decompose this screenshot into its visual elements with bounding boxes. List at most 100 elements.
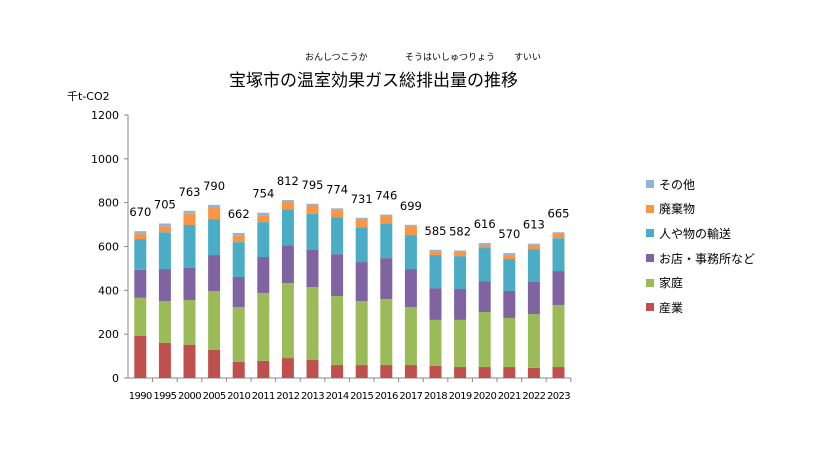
total-label-2015: 731 [351,192,373,206]
legend: その他廃棄物 人や物の輸送お店・事務所など 家庭産業 [646,172,755,320]
bar-segment-2015-0 [355,365,368,378]
bar-segment-2014-0 [331,365,344,378]
y-tick-label: 1000 [91,153,119,166]
total-label-2010: 662 [228,207,250,221]
total-label-1990: 670 [129,205,151,219]
bar-segment-2016-2 [380,258,393,300]
bar-segment-2018-0 [429,365,442,378]
bar-segment-2021-4 [503,255,516,259]
legend-item: 産業 [646,295,755,320]
bar-segment-2005-2 [208,255,221,291]
bar-segment-2000-1 [183,299,196,345]
bar-segment-2019-0 [454,367,467,378]
bar-segment-2010-1 [232,306,245,363]
total-label-2020: 616 [474,217,496,231]
legend-swatch [646,180,654,189]
bar-segment-2022-0 [527,367,540,378]
x-tick-label-2016: 2016 [375,391,398,402]
bar-segment-2017-0 [404,365,417,378]
bar-segment-2019-1 [454,319,467,368]
bar-segment-2005-4 [208,207,221,220]
bar-segment-2011-3 [257,222,270,258]
x-tick-label-2011: 2011 [252,391,275,402]
bar-segment-2012-1 [281,283,294,359]
legend-swatch [646,303,654,312]
bar-segment-2017-4 [404,226,417,236]
bar-segment-1990-3 [134,239,147,270]
total-label-2012: 812 [277,174,299,188]
bar-segment-2013-5 [306,203,319,206]
legend-item: お店・事務所など [646,246,755,271]
y-tick-label: 400 [98,284,119,297]
bar-segment-2005-5 [208,204,221,208]
x-tick-label-2021: 2021 [498,391,521,402]
y-tick-label: 0 [112,372,119,385]
bar-segment-1990-4 [134,233,147,240]
bar-segment-1995-2 [158,269,171,302]
legend-item: 廃棄物 [646,197,755,222]
legend-label: 家庭 [659,276,684,291]
bar-segment-2021-3 [503,258,516,291]
bar-segment-2000-5 [183,210,196,214]
total-label-2016: 746 [375,189,397,203]
bar-segment-2000-4 [183,213,196,226]
legend-swatch [646,229,654,238]
bar-segment-2020-0 [478,367,491,378]
bar-segment-2023-2 [552,271,565,306]
y-tick-label: 800 [98,197,119,210]
total-label-2019: 582 [449,224,471,238]
bar-segment-2011-4 [257,215,270,223]
y-tick-label: 1200 [91,109,119,122]
bar-segment-2000-0 [183,344,196,378]
x-tick-label-2000: 2000 [178,391,201,402]
bar-segment-2021-1 [503,317,516,368]
x-tick-label-2010: 2010 [227,391,250,402]
bar-segment-2013-0 [306,360,319,378]
bar-segment-2010-0 [232,362,245,378]
legend-label: その他 [659,177,696,192]
bar-segment-2016-1 [380,299,393,366]
title-ruby-3: すいい [514,53,542,63]
bar-segment-2014-4 [331,210,344,218]
total-label-2021: 570 [498,227,520,241]
bar-segment-2022-4 [527,244,540,250]
bar-segment-2023-5 [552,232,565,235]
bar-segment-2020-2 [478,281,491,313]
x-tick-label-2013: 2013 [301,391,324,402]
bar-segment-2018-3 [429,255,442,289]
bar-segment-2013-1 [306,287,319,361]
bar-segment-2012-4 [281,201,294,210]
bar-segment-2020-5 [478,242,491,245]
bar-segment-2013-4 [306,205,319,214]
bar-segment-2022-1 [527,314,540,368]
x-tick-label-2014: 2014 [326,391,349,402]
x-tick-label-1995: 1995 [153,391,176,402]
bar-segment-2022-5 [527,243,540,245]
bar-segment-2019-4 [454,251,467,257]
bar-segment-2012-0 [281,358,294,378]
bar-segment-2019-3 [454,256,467,290]
bar-segment-1995-0 [158,342,171,378]
x-tick-label-2018: 2018 [424,391,447,402]
total-label-2013: 795 [302,178,324,192]
bar-segment-2010-2 [232,276,245,307]
legend-swatch [646,278,654,287]
legend-label: お店・事務所など [659,251,756,266]
bar-segment-2023-1 [552,305,565,368]
bar-segment-2014-5 [331,208,344,211]
total-label-1995: 705 [154,197,176,211]
legend-swatch [646,254,654,263]
legend-item: 人や物の輸送 [646,221,755,246]
bar-segment-2021-0 [503,367,516,378]
bar-segment-2022-2 [527,282,540,315]
title-ruby-2: そうはいしゅつりょう [405,53,496,63]
bar-segment-2012-3 [281,209,294,246]
y-axis-label: 千t-CO2 [67,90,110,103]
bar-segment-2018-1 [429,319,442,366]
bar-segment-2023-4 [552,234,565,239]
x-tick-label-2022: 2022 [522,391,545,402]
bar-segment-2018-2 [429,288,442,320]
bar-segment-1995-1 [158,301,171,343]
bar-segment-2016-4 [380,216,393,224]
bar-segment-2016-3 [380,223,393,259]
